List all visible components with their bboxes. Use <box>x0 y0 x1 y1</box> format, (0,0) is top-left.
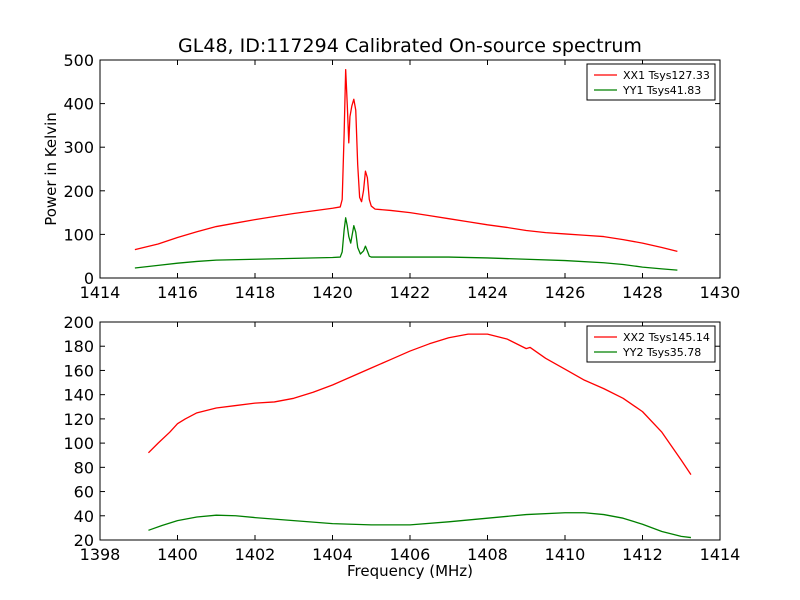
x-tick-label: 1422 <box>390 283 431 302</box>
legend-box <box>586 325 716 363</box>
x-axis-label: Frequency (MHz) <box>347 562 473 580</box>
x-tick-label: 1414 <box>80 283 121 302</box>
series-line-yy1 <box>134 217 678 271</box>
legend-entry-label: XX2 Tsys145.14 <box>623 331 710 344</box>
y-axis-label: Power in Kelvin <box>42 112 60 226</box>
y-tick-label: 80 <box>74 458 94 477</box>
x-tick-label: 1414 <box>700 545 741 564</box>
legend-box <box>586 63 716 101</box>
y-tick-label: 140 <box>63 386 94 405</box>
legend: XX2 Tsys145.14 YY2 Tsys35.78 <box>586 325 716 363</box>
y-tick-label: 60 <box>74 483 94 502</box>
series-line-yy2 <box>148 512 692 539</box>
x-tick-label: 1412 <box>622 545 663 564</box>
y-tick-label: 0 <box>84 269 94 288</box>
legend-entry-label: XX1 Tsys127.33 <box>623 69 710 82</box>
y-tick-label: 120 <box>63 410 94 429</box>
y-tick-label: 400 <box>63 95 94 114</box>
legend-entry-label: YY2 Tsys35.78 <box>622 346 701 359</box>
x-tick-label: 1406 <box>390 545 431 564</box>
y-tick-label: 180 <box>63 337 94 356</box>
x-tick-label: 1398 <box>80 545 121 564</box>
legend: XX1 Tsys127.33 YY1 Tsys41.83 <box>586 63 716 101</box>
x-tick-label: 1428 <box>622 283 663 302</box>
y-tick-label: 160 <box>63 361 94 380</box>
figure-title: GL48, ID:117294 Calibrated On-source spe… <box>178 35 642 57</box>
x-tick-label: 1402 <box>235 545 276 564</box>
x-tick-label: 1408 <box>467 545 508 564</box>
x-tick-label: 1424 <box>467 283 508 302</box>
y-tick-label: 100 <box>63 225 94 244</box>
bottom-spectrum-plot: 1398 1400 1402 1404 1406 1408 1410 1412 1414 20 40… <box>63 313 740 564</box>
x-tick-label: 1430 <box>700 283 741 302</box>
y-tick-label: 500 <box>63 51 94 70</box>
legend-entry-label: YY1 Tsys41.83 <box>622 84 701 97</box>
y-tick-label: 200 <box>63 313 94 332</box>
x-tick-label: 1404 <box>312 545 353 564</box>
y-tick-label: 40 <box>74 507 94 526</box>
series-line-xx2 <box>147 333 692 475</box>
y-tick-label: 200 <box>63 182 94 201</box>
y-tick-label: 20 <box>74 531 94 550</box>
y-tick-label: 100 <box>63 434 94 453</box>
series-line-xx1 <box>134 68 678 253</box>
x-tick-label: 1426 <box>545 283 586 302</box>
y-tick-label: 300 <box>63 138 94 157</box>
x-tick-label: 1400 <box>157 545 198 564</box>
x-tick-label: 1420 <box>312 283 353 302</box>
top-spectrum-plot: 1414 1416 1418 1420 1422 1424 1426 1428 1430 0 100… <box>63 51 740 302</box>
x-tick-label: 1410 <box>545 545 586 564</box>
x-tick-label: 1416 <box>157 283 198 302</box>
x-tick-label: 1418 <box>235 283 276 302</box>
